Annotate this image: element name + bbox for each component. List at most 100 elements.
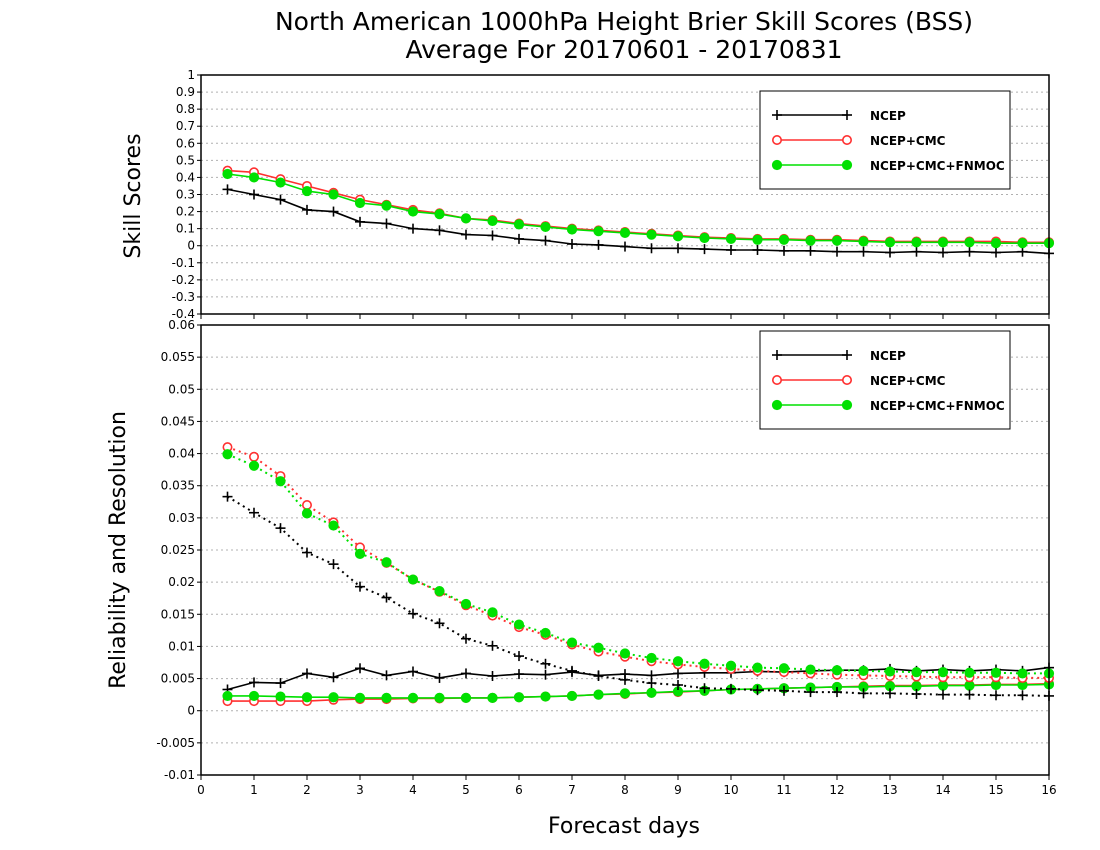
x-tick-label: 6	[515, 783, 523, 797]
series-ncep-cmc-fnmoc-reliability-point	[434, 692, 445, 703]
y-tick-label: 1	[187, 68, 195, 82]
legend-entry-label: NCEP+CMC+FNMOC	[870, 399, 1005, 413]
series-ncep-cmc-fnmoc-reliability-point	[646, 687, 657, 698]
series-ncep-cmc-fnmoc-resolution-point	[407, 574, 419, 585]
series-ncep-point	[885, 247, 895, 258]
series-ncep-cmc-fnmoc-reliability-point	[328, 692, 339, 703]
series-ncep-point	[249, 189, 259, 200]
series-ncep-cmc-fnmoc-resolution-point	[937, 667, 949, 678]
series-ncep-resolution-point	[381, 592, 392, 603]
plot-frame	[200, 74, 1050, 315]
series-ncep-cmc-fnmoc-point	[752, 234, 763, 245]
series-ncep-point	[487, 230, 498, 241]
series-ncep-resolution-point	[514, 651, 524, 662]
series-ncep-cmc-fnmoc-resolution-point	[778, 663, 790, 674]
series-ncep-reliability-point	[487, 671, 498, 681]
series-ncep-cmc-fnmoc-resolution-point	[884, 666, 896, 677]
series-ncep-resolution-point	[620, 674, 630, 685]
series-ncep-cmc-fnmoc-reliability-point	[460, 692, 472, 703]
series-ncep-cmc-fnmoc-point	[328, 189, 339, 200]
series-ncep-point	[328, 206, 339, 217]
series-ncep-resolution-point	[434, 618, 445, 629]
series-ncep-resolution-point	[487, 640, 498, 651]
series-ncep-point	[620, 241, 630, 252]
series-ncep-cmc-fnmoc-point	[540, 221, 551, 233]
series-ncep-resolution-point	[222, 491, 233, 502]
series-ncep-resolution-point	[275, 523, 286, 534]
series-ncep-resolution-point	[911, 689, 922, 699]
series-ncep-point	[805, 245, 816, 256]
series-ncep-reliability-point	[540, 669, 551, 680]
x-axis-label: Forecast days	[548, 814, 700, 839]
series-ncep-cmc-fnmoc-resolution-point	[964, 667, 975, 678]
series-ncep-point	[593, 239, 604, 250]
series-ncep-point	[752, 244, 763, 255]
x-tick-label: 2	[303, 783, 311, 797]
series-ncep-cmc-fnmoc-point	[699, 232, 710, 244]
series-ncep-cmc-fnmoc-point	[381, 200, 392, 211]
series-ncep-resolution-point	[408, 608, 418, 619]
series-ncep-cmc-fnmoc-point	[911, 237, 922, 248]
series-ncep-resolution-point	[964, 689, 975, 700]
series-ncep-cmc-fnmoc-resolution-point	[619, 648, 631, 659]
y-tick-label: 0.3	[176, 188, 195, 202]
series-ncep-point	[355, 216, 365, 227]
series-ncep-point	[275, 194, 286, 205]
series-ncep-cmc-fnmoc-resolution-point	[593, 642, 604, 653]
series-ncep-point	[646, 243, 657, 254]
series-ncep-cmc-fnmoc-resolution-point	[805, 664, 816, 675]
series-ncep-resolution-point	[567, 665, 577, 676]
series-ncep-point	[222, 184, 233, 195]
series-ncep-cmc-fnmoc-point	[831, 235, 843, 246]
y-tick-label: 0.055	[161, 350, 195, 364]
x-tick-label: 13	[882, 783, 897, 797]
legend-entry-label: NCEP+CMC	[870, 134, 946, 148]
series-ncep-point	[938, 247, 948, 258]
y-tick-label: 0.045	[161, 414, 195, 428]
series-ncep-cmc-fnmoc-point	[566, 224, 578, 235]
x-tick-label: 14	[935, 783, 950, 797]
chart-title-line2: Average For 20170601 - 20170831	[405, 35, 842, 64]
skill-scores-axis-label: Skill Scores	[121, 133, 146, 258]
series-ncep-cmc-fnmoc-point	[1017, 238, 1028, 249]
series-ncep-cmc-fnmoc-reliability-point	[354, 692, 366, 703]
series-ncep-resolution-point	[673, 680, 683, 690]
x-tick-label: 9	[674, 783, 682, 797]
legend-entry-label: NCEP+CMC+FNMOC	[870, 159, 1005, 173]
legend-marker	[772, 110, 782, 120]
x-tick-label: 3	[356, 783, 364, 797]
x-tick-label: 16	[1041, 783, 1056, 797]
y-tick-label: 0.02	[168, 575, 195, 589]
series-ncep-cmc-fnmoc-reliability-point	[540, 691, 551, 702]
y-tick-label: 0.01	[168, 639, 195, 653]
series-ncep-reliability-point	[434, 672, 445, 683]
series-ncep-point	[964, 246, 975, 257]
y-tick-label: 0.005	[161, 672, 195, 686]
series-ncep-reliability-point	[408, 666, 418, 677]
y-tick-label: 0	[187, 239, 195, 253]
series-ncep-cmc-fnmoc-resolution-point	[275, 476, 286, 487]
legend-marker	[842, 110, 852, 120]
legend-marker	[771, 399, 783, 411]
series-ncep-cmc-fnmoc-reliability-point	[407, 692, 419, 703]
series-ncep-cmc-fnmoc-point	[725, 233, 737, 244]
series-ncep-point	[302, 204, 312, 215]
y-tick-label: 0.6	[176, 136, 195, 150]
series-ncep-cmc-fnmoc-resolution-point	[699, 658, 710, 669]
y-tick-label: -0.2	[172, 273, 195, 287]
series-ncep-cmc-fnmoc-resolution-point	[911, 667, 922, 678]
series-ncep-cmc-fnmoc-resolution-point	[990, 667, 1002, 678]
series-ncep-cmc-fnmoc-reliability-point	[487, 692, 498, 703]
series-ncep-point	[673, 243, 683, 254]
series-ncep-point	[991, 247, 1001, 258]
series-ncep-resolution-point	[355, 581, 365, 592]
y-tick-label: 0	[187, 704, 195, 718]
reliability-resolution-panel: -0.01 -0.005 0 0.005 0.01 0.015 0.02 0.025 0.03 0…	[156, 318, 1056, 797]
series-ncep-cmc-fnmoc-point	[858, 236, 869, 247]
series-ncep-resolution-point	[726, 683, 736, 694]
series-ncep-resolution-point	[991, 690, 1001, 701]
y-tick-label: 0.06	[168, 318, 195, 332]
legend-entry-label: NCEP	[870, 109, 906, 123]
series-ncep-cmc-fnmoc-point	[513, 219, 525, 230]
